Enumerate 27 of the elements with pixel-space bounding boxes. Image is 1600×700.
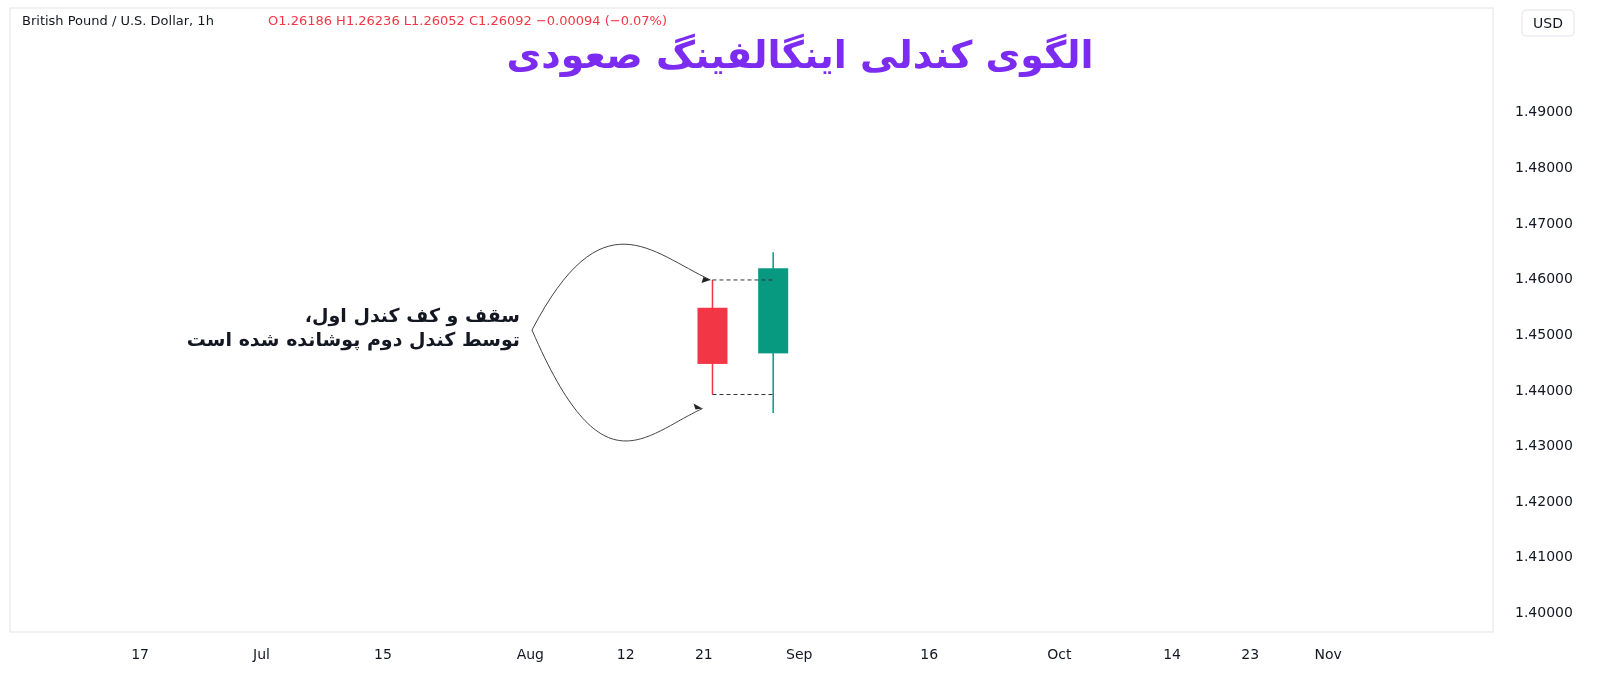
y-tick-label: 1.49000 <box>1515 103 1573 120</box>
x-tick-label: 23 <box>1241 646 1260 662</box>
x-tick-label: Aug <box>516 646 545 662</box>
annotation: سقف و کف کندل اول، توسط کندل دوم پوشانده شده است <box>186 304 520 351</box>
y-tick-label: 1.45000 <box>1515 325 1573 342</box>
annotation: British Pound / U.S. Dollar, 1h <box>22 13 214 28</box>
y-tick-label: 1.46000 <box>1515 270 1573 287</box>
y-tick-label: 1.40000 <box>1515 603 1573 620</box>
y-tick-label: 1.47000 <box>1515 214 1573 231</box>
text: USD <box>1533 15 1563 31</box>
x-tick-label: 17 <box>131 646 149 662</box>
y-tick-label: 1.48000 <box>1515 159 1573 176</box>
y-tick-label: 1.41000 <box>1515 548 1573 565</box>
x-tick-label: 14 <box>1163 646 1182 662</box>
annotation: O1.26186 H1.26236 L1.26052 C1.26092 −0.00094 (−0.07%) <box>268 13 668 28</box>
x-tick-label: 15 <box>374 646 392 662</box>
y-tick-label: 1.42000 <box>1515 492 1573 509</box>
x-tick-label: Oct <box>1047 646 1072 662</box>
x-tick-label: 21 <box>694 646 713 662</box>
x-tick-label: Jul <box>252 646 270 662</box>
x-tick-label: Nov <box>1314 646 1342 662</box>
y-tick-label: 1.43000 <box>1515 437 1573 454</box>
text: الگوی کندلی اینگالفینگ صعودی <box>506 33 1094 77</box>
x-tick-label: Sep <box>786 646 813 662</box>
y-tick-label: 1.44000 <box>1515 381 1573 398</box>
x-tick-label: 12 <box>616 646 635 662</box>
x-tick-label: 16 <box>920 646 939 662</box>
